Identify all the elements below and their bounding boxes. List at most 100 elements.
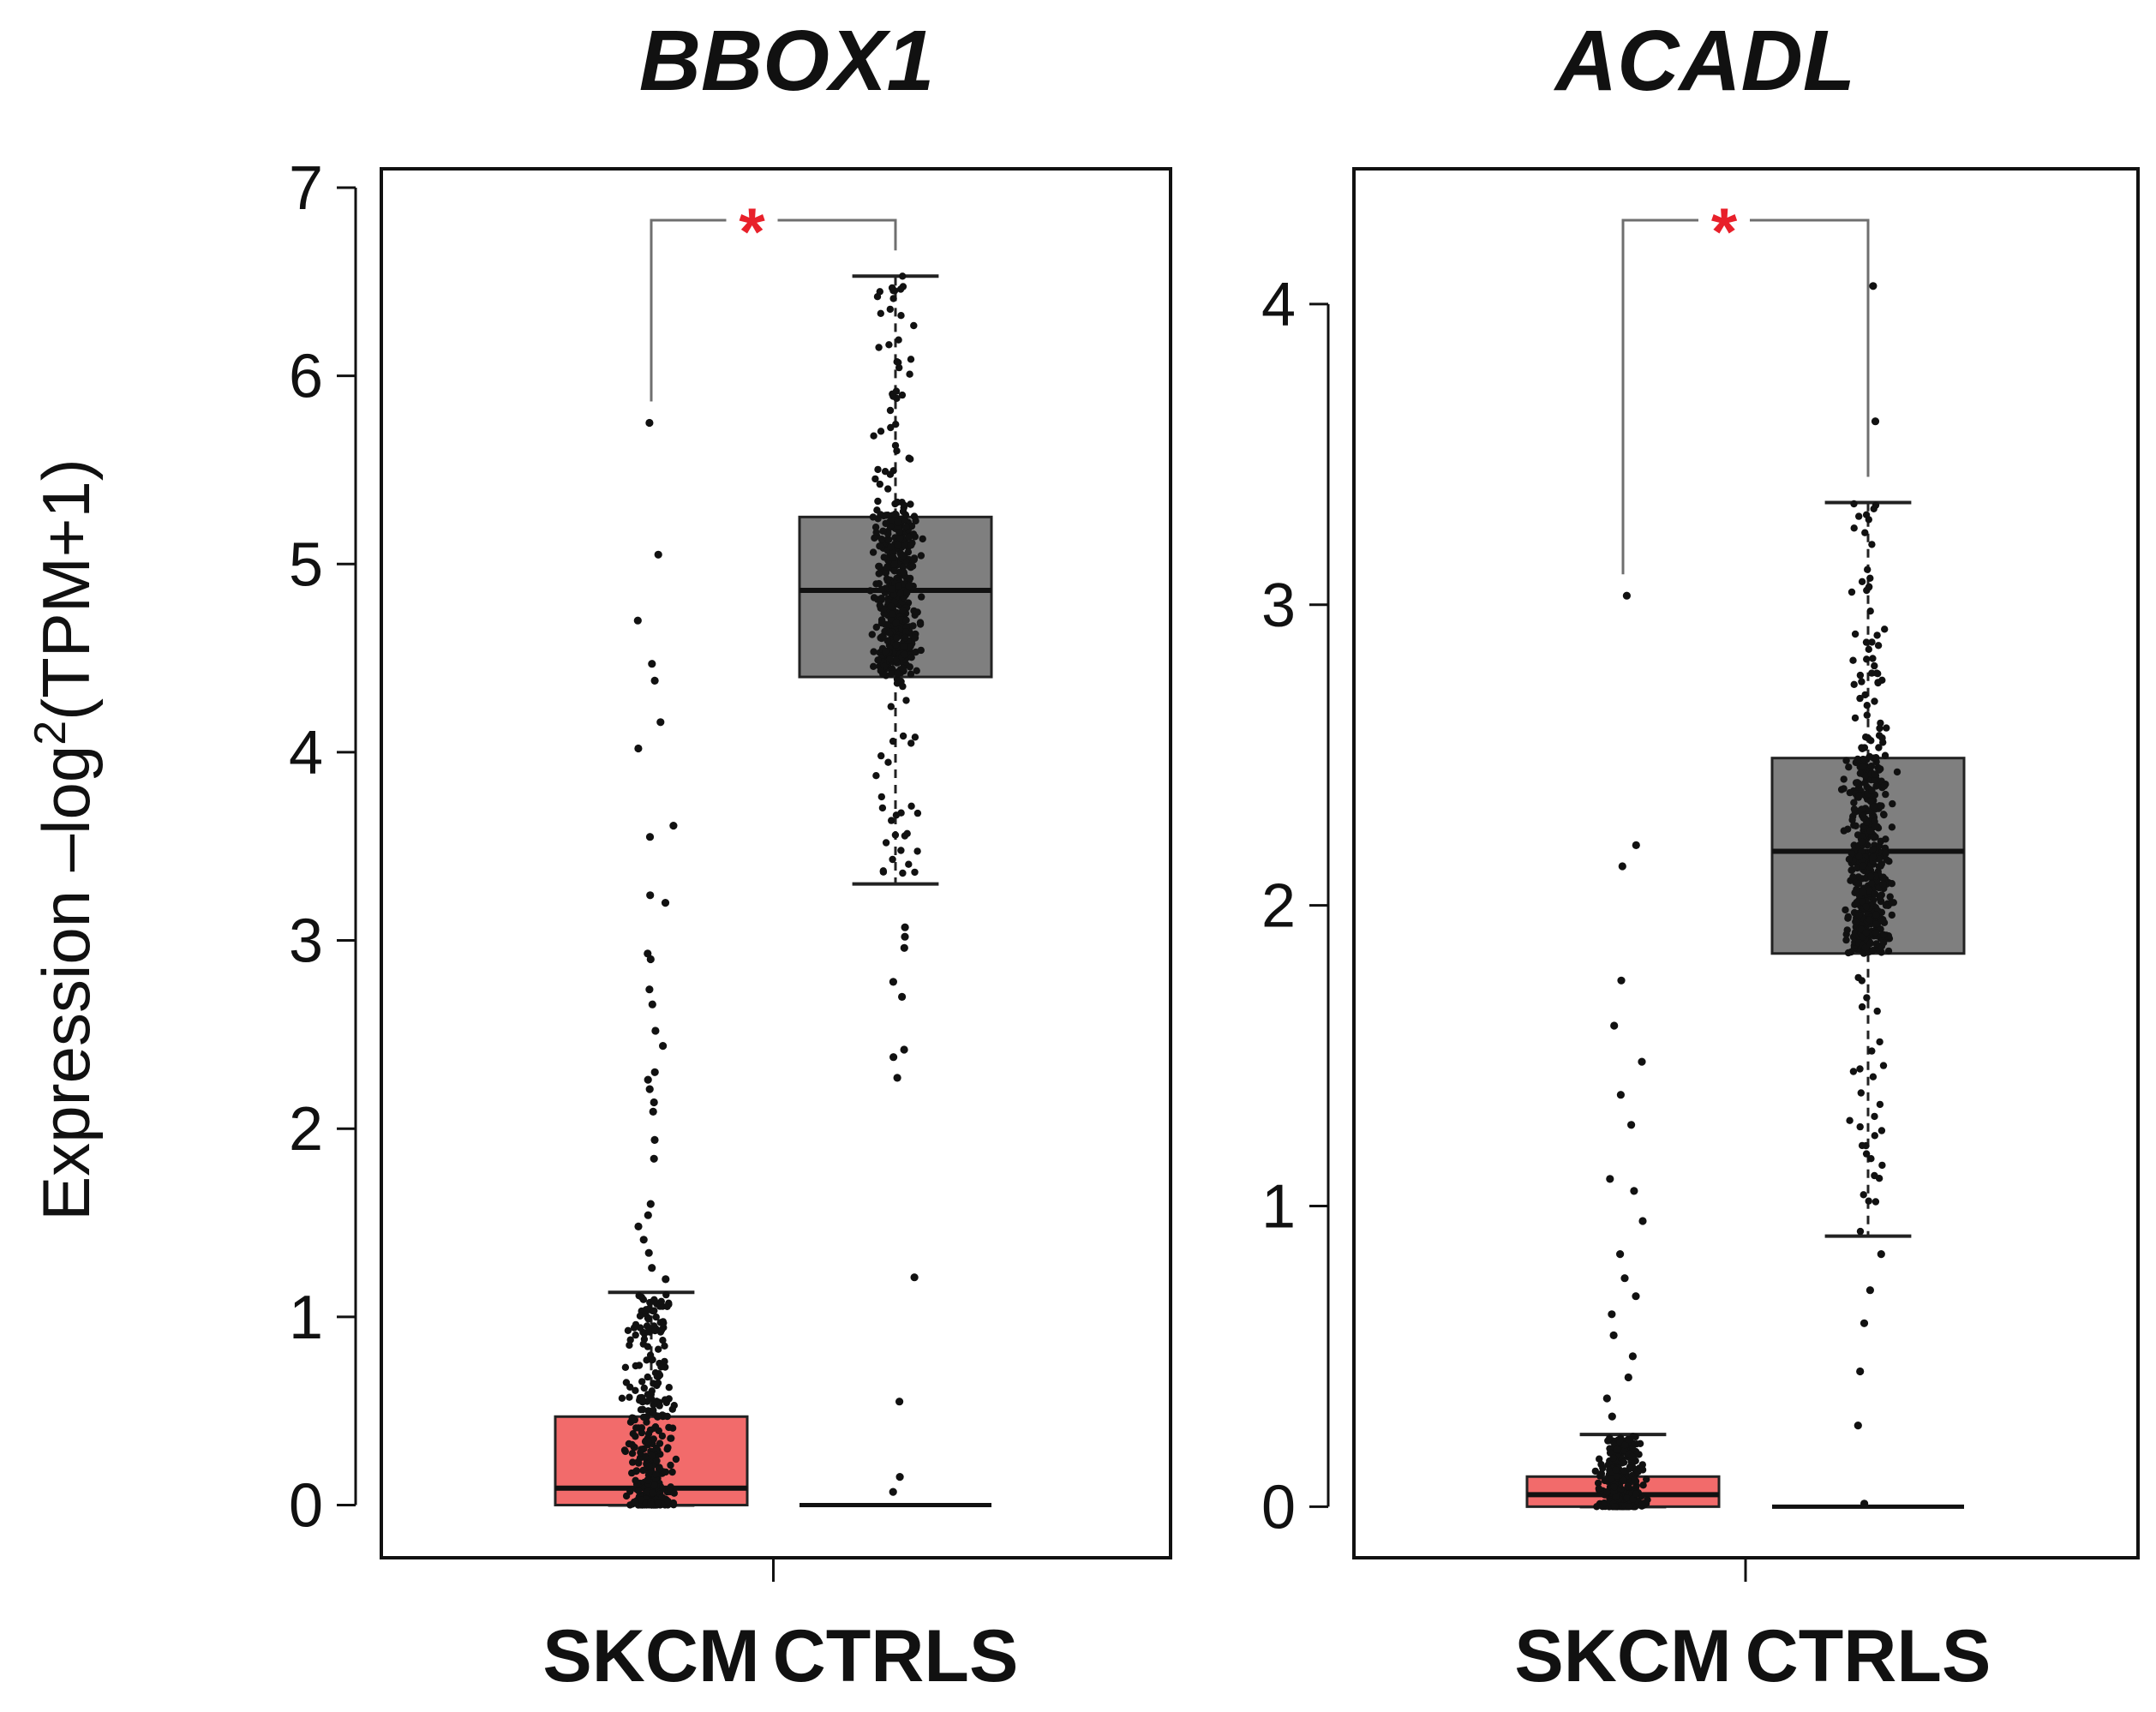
outlier-point — [889, 1488, 897, 1496]
data-point — [919, 535, 926, 543]
data-point — [1858, 678, 1866, 685]
data-point — [1844, 913, 1852, 921]
outlier-point — [895, 1398, 904, 1406]
data-point — [1871, 890, 1879, 898]
data-point — [901, 501, 908, 510]
outlier-point — [1602, 1394, 1611, 1403]
data-point — [877, 620, 886, 627]
data-point — [869, 513, 877, 521]
data-point — [644, 1327, 653, 1335]
box-skcm — [554, 418, 749, 1509]
outlier-point — [654, 550, 662, 559]
outlier-point — [1638, 1217, 1647, 1225]
outlier-point — [634, 1222, 643, 1230]
data-point — [911, 634, 919, 642]
x-category-label: CTRLS — [1746, 1615, 1991, 1697]
data-point — [892, 619, 901, 627]
data-point — [1840, 785, 1848, 793]
outlier-point — [1616, 1250, 1625, 1259]
data-point — [874, 465, 882, 474]
data-point — [631, 1416, 638, 1424]
data-point — [873, 506, 881, 514]
data-point — [1876, 1100, 1884, 1109]
outlier-point — [639, 1236, 648, 1244]
data-point — [624, 1326, 632, 1335]
data-point — [1606, 1434, 1614, 1442]
data-point — [1853, 885, 1860, 894]
data-point — [902, 523, 910, 531]
data-point — [1881, 844, 1889, 852]
data-point — [1866, 608, 1874, 615]
data-point — [1593, 1503, 1601, 1511]
data-point — [644, 1430, 653, 1438]
data-point — [899, 682, 907, 691]
data-point — [1879, 880, 1887, 889]
data-point — [1639, 1482, 1647, 1489]
data-point — [894, 676, 901, 684]
data-point — [668, 1434, 675, 1442]
data-point — [874, 656, 882, 664]
data-point — [1596, 1455, 1603, 1463]
data-point — [638, 1378, 646, 1386]
data-point — [883, 637, 891, 644]
data-point — [1888, 880, 1895, 888]
data-point — [874, 497, 882, 506]
data-point — [1854, 880, 1863, 888]
data-point — [644, 1438, 652, 1446]
y-tick-label: 3 — [289, 907, 323, 976]
data-point — [1878, 917, 1886, 925]
data-point — [895, 529, 903, 536]
data-point — [882, 647, 889, 655]
data-point — [872, 623, 880, 632]
data-point — [887, 543, 895, 551]
data-point — [1623, 1494, 1631, 1502]
outlier-point — [645, 1085, 654, 1093]
data-point — [878, 804, 887, 812]
data-point — [1879, 811, 1888, 818]
data-point — [917, 552, 925, 560]
data-point — [905, 860, 913, 868]
outlier-point — [648, 1000, 656, 1009]
data-point — [901, 650, 908, 659]
y-tick-label: 2 — [1261, 872, 1296, 941]
data-point — [877, 536, 886, 543]
data-point — [1870, 834, 1878, 841]
data-point — [1597, 1460, 1605, 1469]
data-point — [645, 1462, 653, 1470]
outlier-point — [1638, 1057, 1646, 1066]
outlier-point — [645, 985, 654, 994]
y-tick-label: 7 — [289, 154, 323, 223]
outlier-point — [1860, 1319, 1869, 1327]
data-point — [1601, 1499, 1608, 1507]
data-point — [1854, 779, 1861, 787]
data-point — [885, 341, 893, 349]
data-point — [1874, 642, 1883, 649]
data-point — [911, 868, 919, 877]
plot-frame — [1352, 167, 2140, 1559]
data-point — [1591, 1467, 1600, 1476]
data-point — [1856, 694, 1864, 703]
data-point — [1868, 669, 1876, 677]
data-point — [662, 1290, 670, 1299]
y-tick-label: 4 — [1261, 271, 1296, 339]
y-axis-label: Expression –log2(TPM+1) — [26, 458, 104, 1220]
data-point — [1862, 511, 1871, 518]
data-point — [632, 1433, 639, 1440]
data-point — [661, 1342, 668, 1350]
data-point — [1872, 501, 1880, 509]
data-point — [876, 288, 883, 296]
data-point — [1866, 916, 1874, 924]
data-point — [1876, 724, 1884, 733]
outlier-point — [1866, 1286, 1874, 1295]
data-point — [1875, 732, 1884, 739]
data-point — [1855, 512, 1863, 520]
data-point — [891, 831, 900, 839]
outlier-point — [648, 1264, 656, 1272]
data-point — [886, 406, 895, 415]
data-point — [907, 802, 915, 810]
data-point — [1861, 943, 1870, 952]
outlier-point — [1624, 1373, 1632, 1382]
plot-frame — [380, 167, 1172, 1559]
data-point — [638, 1293, 645, 1302]
data-point — [661, 1396, 669, 1404]
